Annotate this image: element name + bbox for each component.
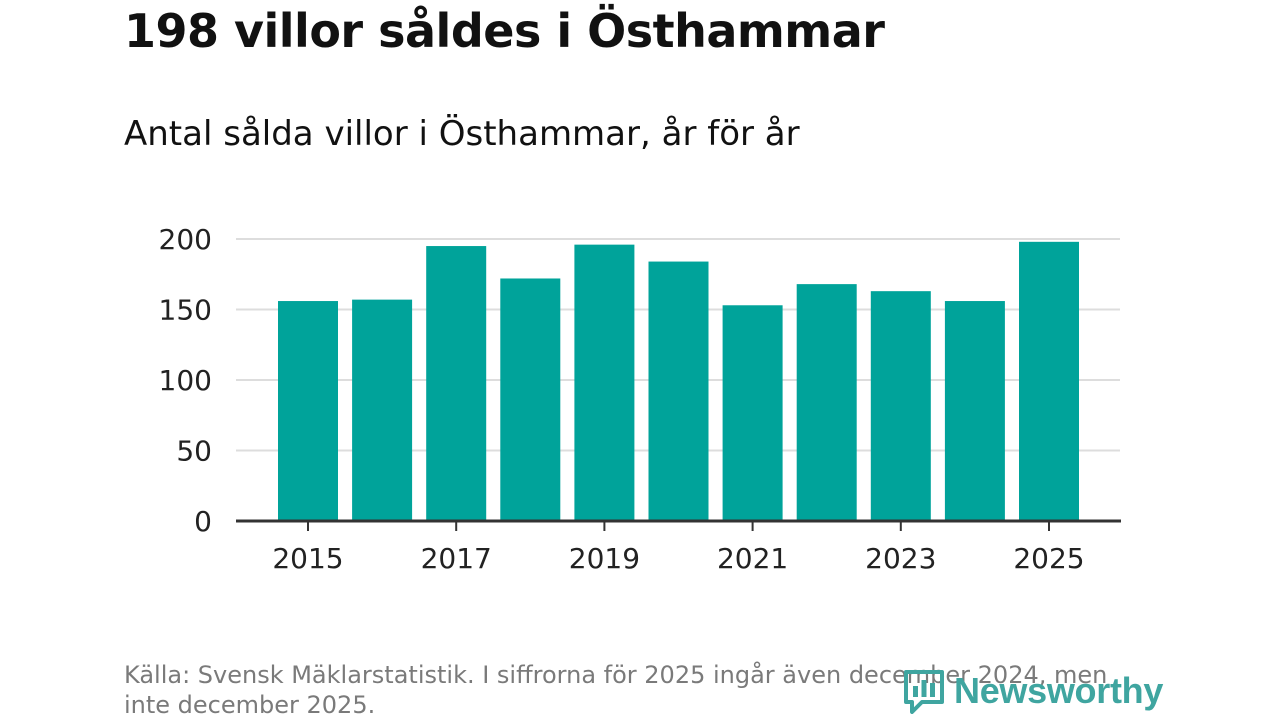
chart-subtitle: Antal sålda villor i Östhammar, år för å…	[124, 114, 800, 154]
bar-2020	[648, 261, 709, 521]
x-tick-label-2017: 2017	[421, 542, 492, 575]
newsworthy-logo: Newsworthy	[902, 668, 1163, 714]
x-tick-label-2023: 2023	[865, 542, 936, 575]
bar-2021	[722, 305, 783, 521]
bar-2016	[352, 299, 413, 521]
bar-2022	[796, 284, 857, 521]
x-tick-label-2019: 2019	[569, 542, 640, 575]
brand-name: Newsworthy	[954, 670, 1164, 711]
x-tick-label-2015: 2015	[272, 542, 343, 575]
chart-title: 198 villor såldes i Östhammar	[124, 4, 885, 58]
bar-2015	[278, 301, 338, 521]
bar-2017	[426, 246, 487, 522]
y-tick-label-200: 200	[159, 223, 212, 256]
y-tick-label-50: 50	[176, 435, 212, 468]
newsworthy-logo-icon	[904, 670, 944, 714]
y-tick-label-0: 0	[194, 505, 212, 538]
x-tick-label-2021: 2021	[717, 542, 788, 575]
y-tick-label-100: 100	[159, 364, 212, 397]
y-tick-label-150: 150	[159, 294, 212, 327]
x-tick-label-2025: 2025	[1013, 542, 1084, 575]
bar-2018	[500, 278, 561, 521]
bar-2019	[574, 244, 635, 521]
bar-2025	[1019, 241, 1079, 521]
bar-2024	[944, 301, 1005, 521]
bar-2023	[870, 291, 931, 521]
